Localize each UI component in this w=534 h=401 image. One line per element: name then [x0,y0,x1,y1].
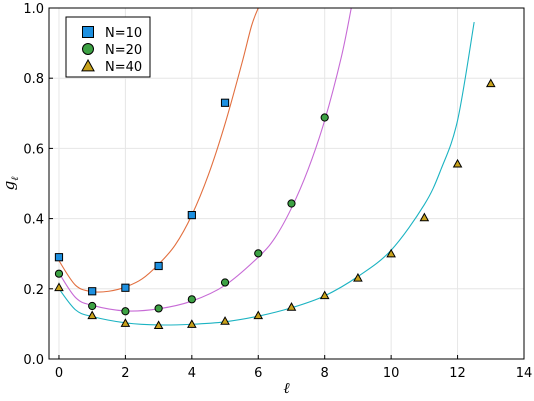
data-point-triangle [386,248,396,258]
data-point-circle [287,199,296,208]
data-point-square [54,253,64,262]
data-point-triangle [419,212,430,222]
data-point-triangle [87,310,97,320]
legend-box [65,16,151,78]
data-point-triangle [319,290,330,300]
legend-label: N=40 [105,60,142,75]
data-point-circle [88,301,97,311]
data-point-triangle [452,158,463,168]
legend-label: N=20 [105,43,142,58]
legend-marker-triangle [81,58,95,72]
legend-label: N=10 [105,26,142,41]
legend-marker-square [82,26,94,38]
data-point-triangle [485,78,496,88]
y-tick-label: 0.2 [23,283,44,298]
fit-curve [58,21,475,326]
x-tick-label: 4 [188,366,196,381]
data-point-circle [121,307,130,316]
data-point-square [187,210,196,220]
data-markers [54,78,496,329]
x-axis-label: ℓ [283,379,289,397]
y-tick-label: 1.0 [23,2,44,17]
data-point-triangle [187,319,197,328]
x-tick-label: 10 [383,366,400,381]
legend: N=10 N=20 N=40 [65,16,151,78]
x-tick-label: 8 [321,366,329,381]
y-tick-label: 0.6 [23,142,44,157]
data-point-circle [220,278,230,287]
y-tick-label: 0.8 [23,72,44,87]
x-tick-label: 2 [121,366,129,381]
data-point-circle [154,304,163,313]
x-tick-label: 12 [449,366,466,381]
data-point-circle [254,249,263,258]
y-axis-label: gℓ [0,177,21,191]
data-point-triangle [120,318,131,327]
data-point-circle [187,295,196,304]
data-point-square [88,287,97,296]
data-point-triangle [353,272,363,282]
y-tick-label: 0.0 [23,353,44,368]
x-tick-label: 6 [254,366,262,381]
data-point-triangle [54,282,64,292]
y-axis-label-main: g [0,181,18,191]
data-point-triangle [286,302,297,311]
axis-ticks: 0 2 4 6 8 10 12 14 0.0 0.2 0.4 0.6 0.8 1.0 [23,2,532,381]
data-point-square [220,98,230,107]
data-point-square [154,261,163,271]
y-axis-label-subscript: ℓ [10,177,21,181]
data-point-circle [320,113,329,122]
x-tick-label: 0 [55,366,63,381]
legend-marker-circle [82,43,94,55]
data-point-circle [54,269,64,278]
data-point-square [121,283,130,292]
plot-frame [48,7,525,360]
data-point-triangle [153,320,164,329]
data-point-triangle [253,310,264,320]
data-point-triangle [220,316,230,325]
y-tick-label: 0.4 [23,213,44,228]
x-tick-label: 14 [516,366,533,381]
